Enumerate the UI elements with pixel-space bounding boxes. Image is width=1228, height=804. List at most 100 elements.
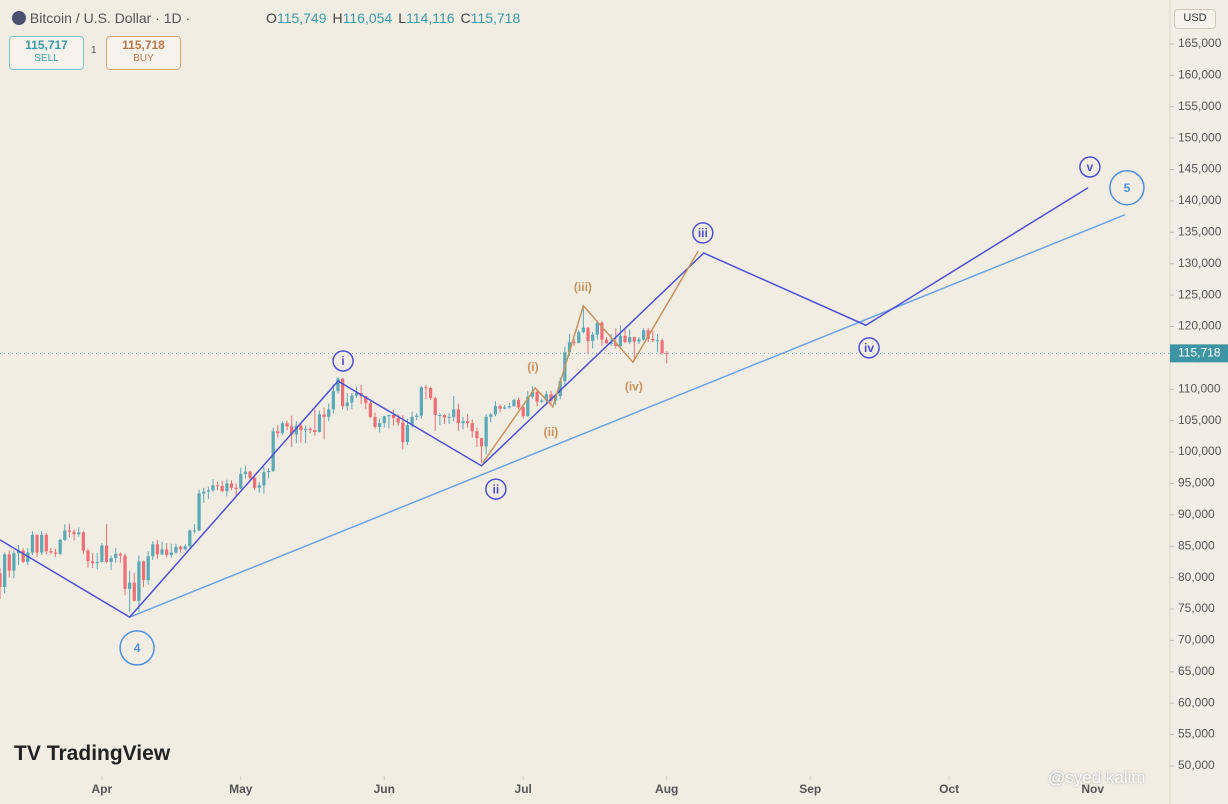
candle-body [183, 546, 187, 550]
candle-body [72, 531, 76, 535]
candle-body [507, 406, 511, 408]
candle-body [345, 402, 349, 407]
candle-body [405, 425, 410, 442]
y-tick-label: 90,000 [1178, 507, 1215, 521]
candle-body [535, 391, 539, 402]
y-tick-label: 105,000 [1178, 413, 1222, 427]
candle-body [104, 545, 109, 562]
candle-body [484, 416, 488, 447]
spread: 1 [91, 45, 97, 56]
candle-body [317, 414, 322, 432]
candle-body [215, 485, 220, 487]
candle-body [516, 399, 521, 408]
y-tick-label: 100,000 [1178, 444, 1222, 458]
candle-body [623, 335, 627, 343]
candle-body [128, 582, 132, 589]
candle-body [595, 322, 599, 335]
candle-body [257, 485, 261, 488]
candle-body [614, 342, 618, 346]
wave-label-circle [485, 478, 507, 500]
candle-body [456, 409, 460, 424]
x-tick-label: Jul [515, 782, 532, 796]
candle-body [35, 534, 39, 553]
candle-body [137, 561, 141, 601]
candle-body [641, 330, 646, 340]
y-tick-label: 80,000 [1178, 570, 1215, 584]
candle-body [192, 530, 197, 532]
candle-body [387, 414, 391, 417]
candle-body [109, 558, 113, 562]
candle-body [419, 387, 423, 416]
candle-body [53, 552, 58, 554]
wave-label-circle [119, 630, 155, 666]
candle-body [637, 339, 641, 342]
candle-body [609, 342, 613, 344]
candle-body [489, 414, 493, 417]
buy-button[interactable]: 115,718 BUY [106, 36, 181, 70]
ohlc-value: 115,749 [276, 10, 327, 26]
candle-body [632, 337, 636, 342]
candle-body [391, 414, 396, 419]
candle-body [581, 327, 585, 333]
candle-body [290, 426, 294, 435]
ohlc-value: 116,054 [342, 10, 393, 26]
sell-price: 115,717 [25, 38, 68, 52]
candle-body [58, 539, 62, 554]
candle-body [415, 415, 419, 417]
candle-body [452, 409, 456, 417]
y-tick-label: 55,000 [1178, 727, 1215, 741]
candle-body [188, 530, 192, 547]
candle-body [303, 428, 308, 431]
candle-body [331, 391, 335, 410]
y-tick-label: 65,000 [1178, 664, 1215, 678]
candle-body [243, 471, 248, 475]
candle-body [118, 553, 123, 556]
candle-body [169, 552, 173, 556]
candle-body [174, 546, 178, 553]
candle-body [521, 407, 525, 417]
candle-body [401, 422, 405, 442]
candle-body [100, 545, 104, 562]
y-tick-label: 120,000 [1178, 319, 1222, 333]
candle-body [202, 491, 206, 494]
wave-label-circle [1109, 169, 1145, 206]
candle-body [220, 485, 224, 491]
x-tick-label: Oct [939, 782, 959, 796]
y-tick-label: 140,000 [1178, 193, 1222, 207]
y-tick-label: 125,000 [1178, 287, 1222, 301]
y-tick-label: 60,000 [1178, 695, 1215, 709]
candle-body [470, 423, 474, 432]
price-axis [1170, 0, 1228, 804]
candle-body [266, 470, 271, 473]
sell-button[interactable]: 115,717 SELL [9, 36, 84, 70]
candle-body [433, 398, 437, 415]
candle-body [655, 340, 660, 342]
watermark: TV TradingView [14, 742, 171, 765]
wave-label: (iii) [574, 280, 592, 294]
y-tick-label: 165,000 [1178, 36, 1222, 50]
x-tick-label: Sep [799, 782, 821, 796]
candle-body [141, 561, 146, 581]
y-tick-label: 135,000 [1178, 224, 1222, 238]
currency-button[interactable]: USD [1174, 9, 1216, 29]
candle-body [178, 546, 183, 550]
candle-body [549, 394, 553, 401]
ohlc-value: 115,718 [470, 10, 521, 26]
candle-body [479, 438, 484, 447]
candle-body [248, 471, 252, 478]
candle-body [3, 554, 7, 588]
last-price-label: 115,718 [1178, 346, 1221, 360]
candle-body [16, 550, 21, 554]
wave-label-circle [332, 350, 354, 372]
credit: @syed kalim [1048, 768, 1146, 787]
candle-body [665, 353, 669, 355]
candle-body [600, 322, 604, 340]
candle-body [350, 395, 354, 403]
candle-body [544, 394, 548, 401]
y-tick-label: 95,000 [1178, 476, 1215, 490]
wave-label: (ii) [544, 425, 559, 439]
wave-label-circle [858, 337, 880, 359]
last-price-badge [1170, 344, 1228, 363]
candle-body [44, 534, 48, 552]
